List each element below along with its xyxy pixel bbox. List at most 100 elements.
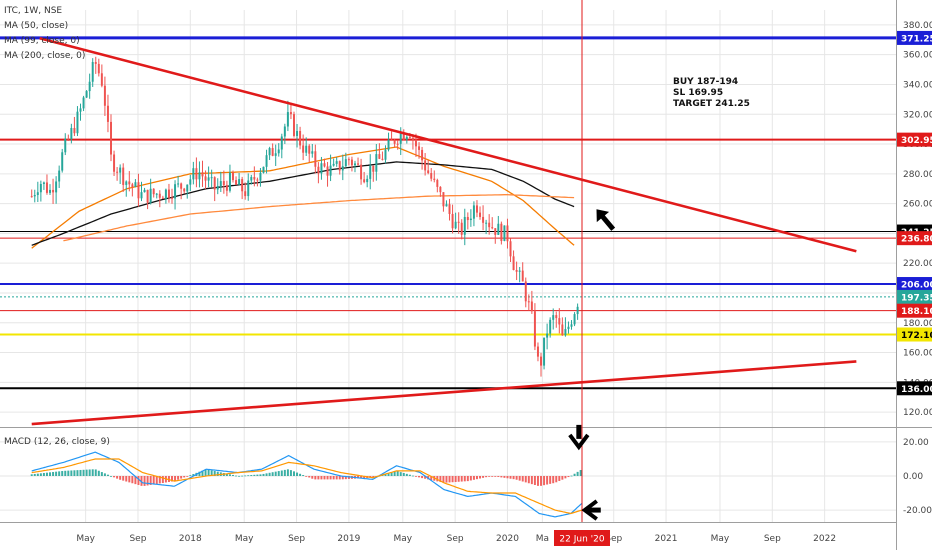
candle-body xyxy=(287,112,289,126)
macd-tick-label: 20.00 xyxy=(903,438,929,448)
candle-body xyxy=(263,167,265,173)
macd-histogram-bar xyxy=(232,475,234,476)
macd-legend[interactable]: MACD (12, 26, close, 9) xyxy=(4,437,110,447)
time-tick-label: 2019 xyxy=(337,534,360,544)
candle-body xyxy=(70,128,72,139)
macd-histogram-bar xyxy=(415,476,417,477)
symbol-header[interactable]: ITC, 1W, NSE xyxy=(4,4,85,19)
time-tick-label: May xyxy=(235,534,254,544)
price-axis[interactable]: 380.00360.00340.00320.00300.00280.00260.… xyxy=(897,21,932,516)
candle-body xyxy=(113,155,115,172)
macd-histogram-bar xyxy=(67,471,69,476)
candle-body xyxy=(134,182,136,187)
candle-body xyxy=(461,223,463,235)
macd-histogram-bar xyxy=(34,474,36,476)
candle-body xyxy=(327,166,329,175)
macd-tick-label: 0.00 xyxy=(903,472,923,482)
candle-body xyxy=(314,151,316,166)
candle-body xyxy=(119,168,121,173)
candle-body xyxy=(452,214,454,228)
candle-body xyxy=(189,179,191,184)
macd-histogram-bar xyxy=(296,473,298,476)
macd-histogram-bar xyxy=(537,476,539,486)
candle-body xyxy=(110,122,112,155)
candle-body xyxy=(342,166,344,170)
macd-histogram-bar xyxy=(327,476,329,479)
candle-body xyxy=(205,176,207,180)
time-tick-label: 2018 xyxy=(179,534,202,544)
candle-body xyxy=(497,224,499,235)
candle-body xyxy=(449,204,451,214)
macd-histogram-bar xyxy=(256,475,258,476)
macd-histogram-bar xyxy=(412,476,414,477)
candle-body xyxy=(31,196,33,197)
candle-body xyxy=(357,163,359,164)
macd-histogram-bar xyxy=(491,476,493,477)
macd-histogram-bar xyxy=(250,475,252,476)
candle-body xyxy=(147,190,149,203)
candle-body xyxy=(418,146,420,150)
candle-body xyxy=(107,106,109,122)
macd-histogram-bar xyxy=(80,470,82,476)
macd-histogram-bar xyxy=(580,470,582,476)
candle-body xyxy=(363,179,365,182)
candle-body xyxy=(244,191,246,196)
candle-body xyxy=(284,127,286,137)
macd-histogram-bar xyxy=(119,476,121,480)
candle-body xyxy=(40,184,42,192)
time-axis[interactable]: May Sep 2018 May Sep 2019 May Sep 2020 Ma Sep 2021 M… xyxy=(76,530,836,546)
macd-histogram-bar xyxy=(247,475,249,476)
candle-body xyxy=(558,318,560,324)
ma50-legend[interactable]: MA (50, close) xyxy=(4,19,85,34)
candle-body xyxy=(467,217,469,220)
price-label-188.10: 188.10 xyxy=(901,307,932,317)
candle-body xyxy=(122,168,124,185)
candle-body xyxy=(470,219,472,220)
candle-body xyxy=(574,314,576,324)
candle-body xyxy=(98,64,100,73)
time-tick-label: May xyxy=(76,534,95,544)
candle-body xyxy=(476,205,478,212)
candle-body xyxy=(430,173,432,179)
macd-histogram-bar xyxy=(244,475,246,476)
macd-histogram-bar xyxy=(503,476,505,478)
macd-histogram-bar xyxy=(46,473,48,476)
candle-body xyxy=(76,112,78,134)
candle-body xyxy=(153,189,155,194)
macd-histogram-bar xyxy=(278,471,280,476)
candle-body xyxy=(247,181,249,197)
candle-body xyxy=(67,139,69,140)
macd-histogram-bar xyxy=(320,476,322,479)
macd-histogram-bar xyxy=(513,476,515,479)
macd-line xyxy=(32,452,582,517)
macd-histogram-bar xyxy=(464,476,466,481)
candle-body xyxy=(378,154,380,159)
macd-histogram-bar xyxy=(266,473,268,476)
candle-body xyxy=(202,172,204,176)
macd-histogram-bar xyxy=(253,475,255,476)
macd-histogram-bar xyxy=(58,471,60,476)
trendline-support xyxy=(32,361,857,424)
candle-body xyxy=(479,213,481,217)
macd-histogram-bar xyxy=(421,476,423,478)
macd-histogram-bar xyxy=(543,476,545,485)
macd-histogram-bar xyxy=(229,474,231,476)
ma200-legend[interactable]: MA (200, close, 0) xyxy=(4,49,85,64)
candle-body xyxy=(177,183,179,184)
candle-body xyxy=(281,136,283,149)
horizontal-levels[interactable] xyxy=(0,38,896,388)
macd-histogram-bar xyxy=(73,470,75,476)
macd-histogram-bar xyxy=(455,476,457,482)
candle-body xyxy=(571,324,573,326)
price-tick-label: 280.00 xyxy=(903,170,932,180)
candle-body xyxy=(519,271,521,272)
macd-histogram-bar xyxy=(37,474,39,476)
macd-histogram-bar xyxy=(445,476,447,483)
candle-body xyxy=(83,97,85,108)
macd-histogram-bar xyxy=(49,472,51,476)
macd-histogram-bar xyxy=(482,476,484,478)
macd-histogram-bar xyxy=(510,476,512,479)
ma99-legend[interactable]: MA (99, close, 0) xyxy=(4,34,85,49)
